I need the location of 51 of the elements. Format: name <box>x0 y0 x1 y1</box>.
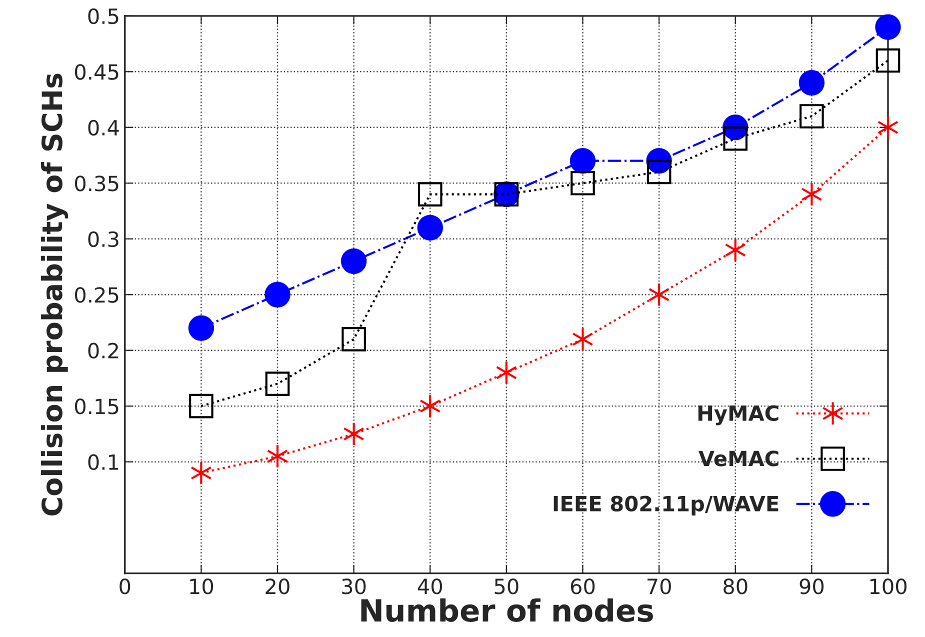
x-tick-label: 40 <box>418 578 442 594</box>
point <box>496 360 518 385</box>
point <box>801 182 822 206</box>
y-tick-label: 0.45 <box>75 64 118 80</box>
x-axis-title: Number of nodes <box>361 598 653 622</box>
x-tick-label: 10 <box>190 578 214 594</box>
point <box>648 282 670 307</box>
x-tick-label: 90 <box>800 578 824 594</box>
point <box>418 182 442 206</box>
point <box>800 104 824 128</box>
point <box>419 394 441 418</box>
y-tick-label: 0.2 <box>88 342 118 359</box>
x-tick-label: 100 <box>870 578 906 594</box>
y-tick-label: 0.1 <box>88 454 118 470</box>
point <box>570 148 596 174</box>
point <box>723 126 748 151</box>
y-tick-label: 0.15 <box>75 398 118 414</box>
x-tick-label: 30 <box>342 578 366 594</box>
point <box>343 422 364 446</box>
x-tick-label: 80 <box>724 578 748 594</box>
point <box>190 460 212 486</box>
y-tick-label: 0.35 <box>75 176 118 192</box>
point <box>646 160 672 184</box>
point <box>877 115 899 140</box>
legend-label: IEEE 802.11p/WAVE <box>554 496 778 516</box>
point <box>798 70 825 96</box>
point <box>572 327 594 352</box>
x-tick-label: 60 <box>570 578 595 594</box>
point <box>724 238 746 262</box>
point <box>417 214 443 241</box>
point <box>266 444 288 468</box>
point <box>265 372 290 396</box>
point <box>188 315 214 341</box>
x-tick-label: 50 <box>494 578 518 594</box>
point <box>570 170 595 196</box>
x-tick-label: 20 <box>266 578 290 594</box>
x-tick-label: 70 <box>648 578 671 594</box>
y-axis-title: Collision probability of SCHs <box>40 74 68 516</box>
y-tick-label: 0.3 <box>88 231 118 248</box>
point <box>342 327 366 352</box>
point <box>189 394 214 418</box>
legend-label: VeMAC <box>698 450 778 466</box>
y-tick-label: 0.25 <box>75 287 118 303</box>
point <box>264 282 290 308</box>
y-tick-label: 0.5 <box>88 8 118 24</box>
point <box>876 48 900 73</box>
point <box>340 248 367 274</box>
x-tick-label: 0 <box>120 578 130 594</box>
y-tick-label: 0.4 <box>88 120 119 136</box>
point <box>875 14 901 40</box>
legend-label: HyMAC <box>698 405 778 426</box>
